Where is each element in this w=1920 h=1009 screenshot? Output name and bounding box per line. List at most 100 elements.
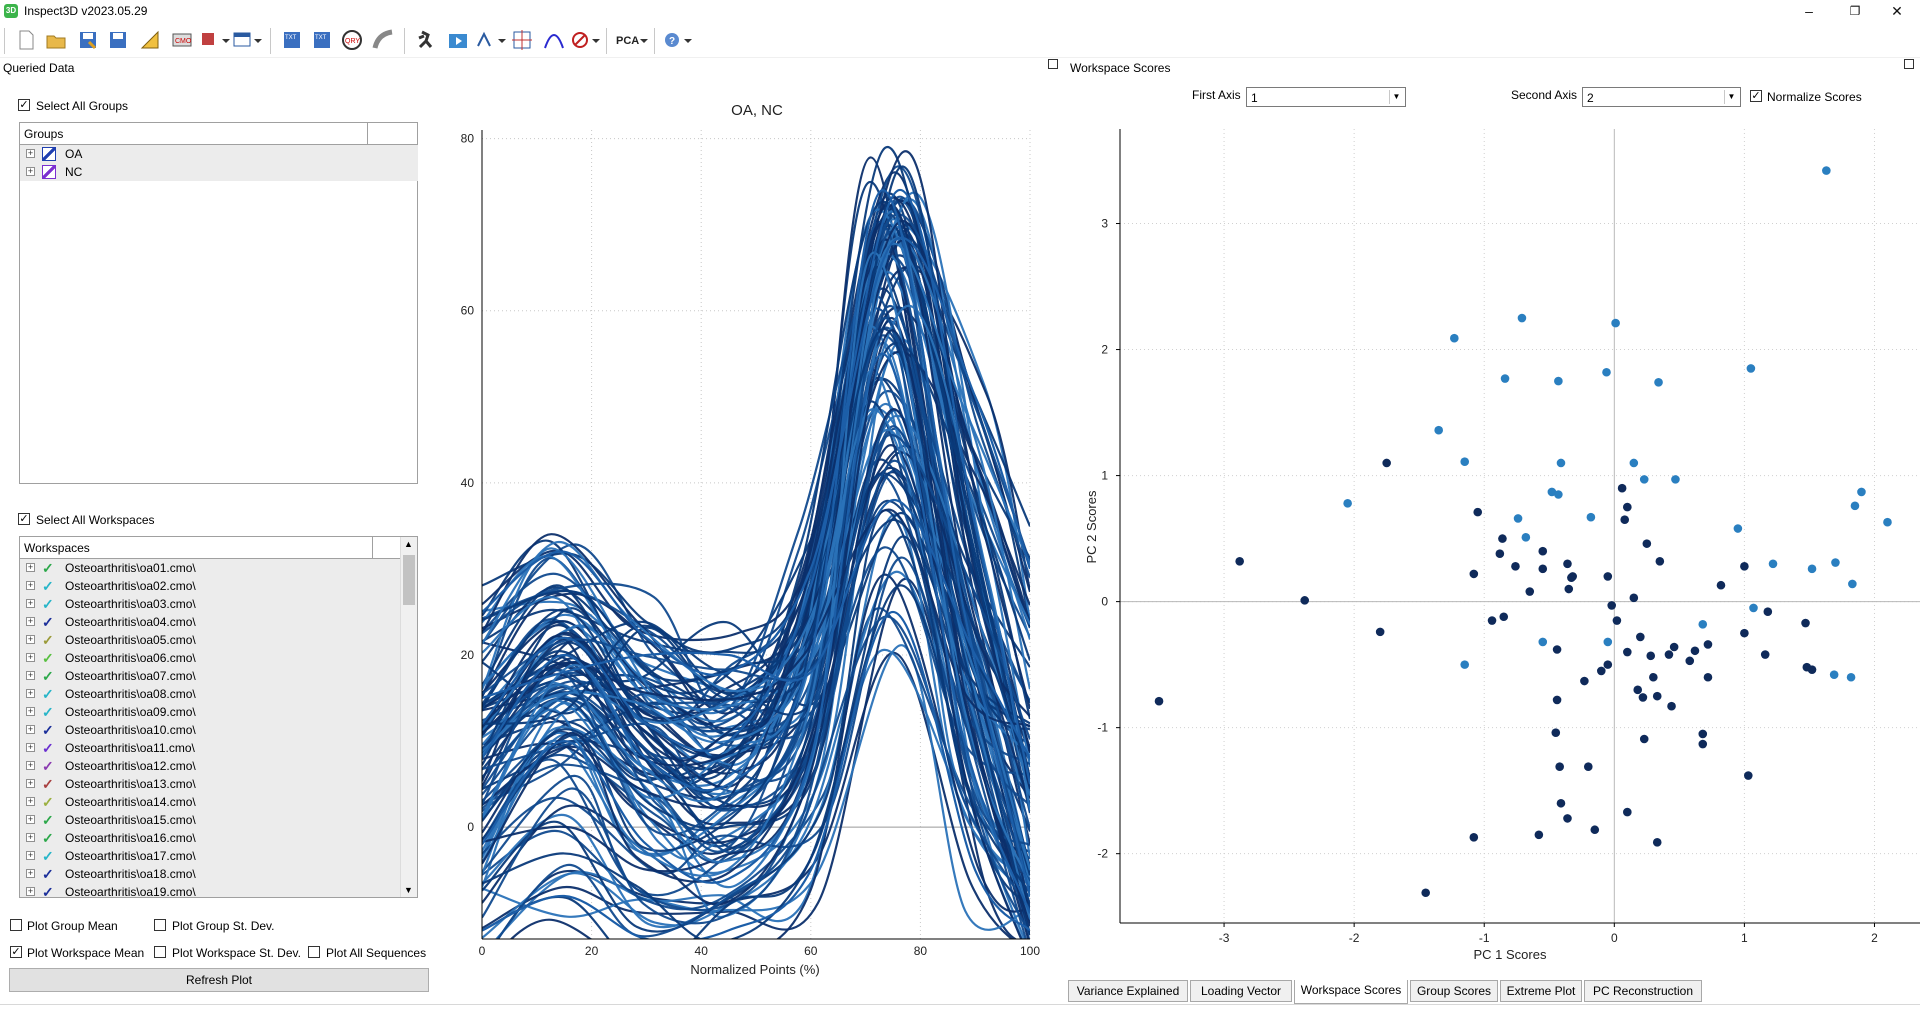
checkmark-icon[interactable]: ✓ (42, 884, 54, 898)
tab-pc-reconstruction[interactable]: PC Reconstruction (1584, 980, 1702, 1002)
workspace-row[interactable]: + ✓ Osteoarthritis\oa06.cmo\ (20, 649, 400, 667)
expand-icon[interactable]: + (26, 670, 35, 680)
expand-icon[interactable]: + (26, 616, 35, 626)
plot-workspace-mean-checkbox[interactable]: ✓ (10, 946, 22, 958)
float-panel-icon[interactable] (1048, 59, 1058, 69)
workspaces-tree[interactable]: Workspaces + ✓ Osteoarthritis\oa01.cmo\ + ✓ O… (19, 536, 418, 898)
peak-icon[interactable] (542, 28, 566, 52)
workspace-row[interactable]: + ✓ Osteoarthritis\oa09.cmo\ (20, 703, 400, 721)
workspace-row[interactable]: + ✓ Osteoarthritis\oa07.cmo\ (20, 667, 400, 685)
curve-icon[interactable] (372, 28, 396, 52)
checkmark-icon[interactable]: ✓ (42, 614, 54, 630)
checkmark-icon[interactable]: ✓ (42, 794, 54, 810)
select-all-workspaces-checkbox[interactable]: ✓ (18, 513, 30, 525)
workspace-row[interactable]: + ✓ Osteoarthritis\oa12.cmo\ (20, 757, 400, 775)
checkmark-icon[interactable]: ✓ (42, 830, 54, 846)
workspace-row[interactable]: + ✓ Osteoarthritis\oa15.cmo\ (20, 811, 400, 829)
expand-icon[interactable]: + (26, 166, 35, 176)
plot-group-std-checkbox[interactable] (154, 919, 166, 931)
help-icon[interactable]: ? (662, 28, 692, 52)
workspace-row[interactable]: + ✓ Osteoarthritis\oa16.cmo\ (20, 829, 400, 847)
checkmark-icon[interactable]: ✓ (42, 668, 54, 684)
plot-all-sequences-checkbox[interactable] (308, 946, 320, 958)
expand-icon[interactable]: + (26, 688, 35, 698)
measure-icon[interactable] (138, 28, 162, 52)
expand-icon[interactable]: + (26, 562, 35, 572)
tab-workspace-scores[interactable]: Workspace Scores (1294, 980, 1408, 1004)
normalize-scores-checkbox[interactable]: ✓ (1750, 90, 1762, 102)
save-as-icon[interactable] (76, 28, 100, 52)
expand-icon[interactable]: + (26, 724, 35, 734)
new-file-icon[interactable] (14, 28, 38, 52)
scroll-down-icon[interactable]: ▼ (404, 885, 413, 895)
tab-variance-explained[interactable]: Variance Explained (1068, 980, 1188, 1002)
checkmark-icon[interactable]: ✓ (42, 578, 54, 594)
expand-icon[interactable]: + (26, 814, 35, 824)
scroll-thumb[interactable] (403, 555, 415, 605)
workspace-row[interactable]: + ✓ Osteoarthritis\oa04.cmo\ (20, 613, 400, 631)
expand-icon[interactable]: + (26, 580, 35, 590)
workspace-row[interactable]: + ✓ Osteoarthritis\oa18.cmo\ (20, 865, 400, 883)
workspace-row[interactable]: + ✓ Osteoarthritis\oa19.cmo\ (20, 883, 400, 898)
expand-icon[interactable]: + (26, 652, 35, 662)
group-row[interactable]: + OA (20, 145, 418, 163)
workspace-row[interactable]: + ✓ Osteoarthritis\oa10.cmo\ (20, 721, 400, 739)
workspace-row[interactable]: + ✓ Osteoarthritis\oa08.cmo\ (20, 685, 400, 703)
checkmark-icon[interactable]: ✓ (42, 812, 54, 828)
checkmark-icon[interactable]: ✓ (42, 650, 54, 666)
checkmark-icon[interactable]: ✓ (42, 740, 54, 756)
expand-icon[interactable]: + (26, 706, 35, 716)
checkmark-icon[interactable]: ✓ (42, 866, 54, 882)
workspace-row[interactable]: + ✓ Osteoarthritis\oa05.cmo\ (20, 631, 400, 649)
cmo-icon[interactable]: CMO (170, 28, 194, 52)
workspace-row[interactable]: + ✓ Osteoarthritis\oa03.cmo\ (20, 595, 400, 613)
checkmark-icon[interactable]: ✓ (42, 758, 54, 774)
walking-model-icon[interactable] (414, 28, 438, 52)
expand-icon[interactable]: + (26, 832, 35, 842)
checkmark-icon[interactable]: ✓ (42, 848, 54, 864)
group-row[interactable]: + NC (20, 163, 418, 181)
expand-icon[interactable]: + (26, 742, 35, 752)
checkmark-icon[interactable]: ✓ (42, 560, 54, 576)
expand-icon[interactable]: + (26, 796, 35, 806)
signal-tool-icon[interactable] (476, 28, 506, 52)
checkmark-icon[interactable]: ✓ (42, 722, 54, 738)
workspace-row[interactable]: + ✓ Osteoarthritis\oa14.cmo\ (20, 793, 400, 811)
tab-group-scores[interactable]: Group Scores (1410, 980, 1498, 1002)
pca-icon[interactable]: PCA (614, 28, 648, 52)
checkmark-icon[interactable]: ✓ (42, 686, 54, 702)
first-axis-select[interactable]: 1 ▼ (1246, 87, 1406, 107)
export-txt-icon[interactable]: TXT (280, 28, 304, 52)
workspace-row[interactable]: + ✓ Osteoarthritis\oa11.cmo\ (20, 739, 400, 757)
close-icon[interactable]: ✕ (1891, 3, 1903, 19)
checkmark-icon[interactable]: ✓ (42, 596, 54, 612)
plot-workspace-std-checkbox[interactable] (154, 946, 166, 958)
plot-group-mean-checkbox[interactable] (10, 919, 22, 931)
expand-icon[interactable]: + (26, 148, 35, 158)
pipeline-icon[interactable] (200, 28, 230, 52)
window-icon[interactable] (232, 28, 262, 52)
open-folder-icon[interactable] (44, 28, 68, 52)
groups-tree[interactable]: Groups + OA + NC (19, 122, 418, 484)
export-txt-all-icon[interactable]: TXT (310, 28, 334, 52)
query-icon[interactable]: QRY (340, 28, 364, 52)
scroll-up-icon[interactable]: ▲ (404, 539, 413, 549)
maximize-icon[interactable]: ❐ (1849, 4, 1861, 18)
save-icon[interactable] (106, 28, 130, 52)
expand-icon[interactable]: + (26, 760, 35, 770)
expand-icon[interactable]: + (26, 850, 35, 860)
workspace-row[interactable]: + ✓ Osteoarthritis\oa02.cmo\ (20, 577, 400, 595)
float-panel-icon-right[interactable] (1904, 59, 1914, 69)
expand-icon[interactable]: + (26, 778, 35, 788)
expand-icon[interactable]: + (26, 868, 35, 878)
select-all-groups-checkbox[interactable]: ✓ (18, 99, 30, 111)
movie-icon[interactable] (446, 28, 470, 52)
second-axis-select[interactable]: 2 ▼ (1582, 87, 1741, 107)
workspace-row[interactable]: + ✓ Osteoarthritis\oa17.cmo\ (20, 847, 400, 865)
no-curve-icon[interactable] (570, 28, 600, 52)
checkmark-icon[interactable]: ✓ (42, 704, 54, 720)
checkmark-icon[interactable]: ✓ (42, 776, 54, 792)
workspace-row[interactable]: + ✓ Osteoarthritis\oa13.cmo\ (20, 775, 400, 793)
expand-icon[interactable]: + (26, 598, 35, 608)
workspaces-scrollbar[interactable]: ▲ ▼ (400, 537, 417, 897)
